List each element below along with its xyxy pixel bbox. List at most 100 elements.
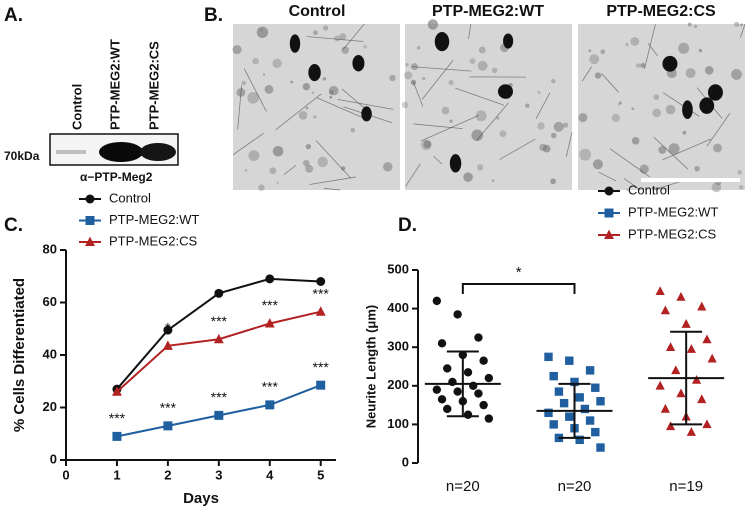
- marker: [655, 380, 665, 390]
- marker: [549, 420, 558, 429]
- blot-band: [56, 150, 86, 154]
- marker-label: 70kDa: [4, 149, 40, 163]
- cell-debris: [259, 28, 263, 32]
- image-title: PTP-MEG2:WT: [432, 3, 544, 20]
- significance-label: *: [516, 264, 522, 281]
- marker: [596, 397, 605, 406]
- cell-debris: [449, 119, 453, 123]
- neurite: [535, 92, 551, 120]
- cell-debris: [635, 63, 641, 68]
- marker: [163, 325, 173, 335]
- neurite: [609, 148, 650, 178]
- cell-debris: [363, 44, 367, 49]
- neurite: [316, 97, 363, 119]
- significance-label: ***: [313, 285, 330, 301]
- cell-debris: [740, 23, 743, 27]
- cell-debris: [537, 90, 541, 94]
- legend-label: PTP-MEG2:WT: [628, 204, 718, 219]
- scale-bar: [641, 178, 740, 182]
- cell-debris: [579, 148, 592, 161]
- neurite: [662, 138, 712, 161]
- cell-debris: [687, 22, 692, 27]
- significance-bracket: [461, 283, 576, 294]
- marker: [443, 404, 452, 414]
- neurite: [232, 132, 264, 156]
- cell-debris: [329, 95, 333, 99]
- cell-debris: [600, 49, 606, 55]
- lane-label: Control: [69, 84, 84, 130]
- marker: [474, 333, 483, 342]
- marker: [691, 374, 702, 384]
- cell-debris: [551, 78, 556, 84]
- marker: [707, 353, 717, 363]
- marker: [437, 339, 447, 348]
- marker: [479, 400, 488, 410]
- cell-debris: [685, 68, 696, 79]
- cell-debris: [542, 144, 551, 153]
- blot-band: [99, 142, 143, 162]
- x-tick-label: n=20: [446, 478, 480, 495]
- marker: [676, 388, 686, 398]
- y-tick-label: 200: [387, 377, 409, 392]
- cell-debris: [322, 25, 329, 31]
- significance-label: ***: [109, 410, 126, 426]
- y-tick-label: 100: [387, 416, 409, 431]
- legend-label: PTP-MEG2:CS: [628, 226, 716, 241]
- marker: [448, 377, 457, 387]
- cell-debris: [305, 143, 312, 150]
- cell-debris: [422, 76, 426, 80]
- panel-label: D.: [398, 215, 417, 236]
- marker: [443, 364, 452, 373]
- neuron-soma: [699, 97, 715, 114]
- marker: [437, 395, 447, 404]
- marker: [479, 356, 488, 365]
- legend-label: Control: [109, 190, 151, 205]
- marker: [484, 373, 494, 383]
- y-tick-label: 400: [387, 300, 409, 315]
- y-tick-label: 60: [43, 294, 57, 309]
- neurite: [405, 163, 421, 187]
- neurite: [647, 42, 658, 57]
- lane-label: PTP-MEG2:WT: [107, 39, 122, 130]
- cell-debris: [256, 26, 269, 39]
- cell-debris: [496, 116, 500, 120]
- cell-debris: [463, 172, 473, 182]
- neuron-soma: [449, 154, 462, 173]
- charts: C. 0 20 40 60 80 0 1 2 3 4 5 Days % Cells Differentia…: [4, 182, 725, 507]
- cell-debris: [311, 91, 314, 94]
- marker: [111, 386, 122, 396]
- neurite: [323, 187, 341, 191]
- cell-debris: [302, 82, 311, 91]
- marker: [432, 296, 442, 306]
- legend-label: PTP-MEG2:WT: [109, 212, 199, 227]
- x-tick-label: 2: [164, 467, 171, 482]
- cell-debris: [247, 91, 259, 104]
- cell-debris: [737, 170, 742, 175]
- marker: [660, 403, 670, 413]
- micrographs: [232, 19, 745, 193]
- neurite: [243, 68, 267, 112]
- cell-debris: [625, 42, 629, 47]
- marker: [265, 400, 275, 410]
- marker: [585, 366, 595, 375]
- marker: [575, 435, 584, 445]
- cell-debris: [698, 48, 703, 53]
- marker: [702, 334, 712, 344]
- y-tick-label: 0: [402, 454, 409, 469]
- cell-debris: [423, 140, 432, 149]
- cell-debris: [525, 103, 530, 108]
- cell-debris: [232, 45, 242, 55]
- legend-marker: [604, 208, 614, 218]
- cell-debris: [668, 143, 680, 155]
- marker: [469, 381, 478, 390]
- neurite: [433, 155, 443, 165]
- marker: [316, 380, 326, 390]
- marker: [453, 387, 462, 396]
- cell-debris: [264, 84, 274, 94]
- marker: [112, 431, 122, 441]
- cell-debris: [341, 46, 350, 55]
- marker: [697, 301, 707, 311]
- marker: [163, 421, 173, 431]
- cell-debris: [592, 159, 603, 170]
- marker: [591, 383, 600, 392]
